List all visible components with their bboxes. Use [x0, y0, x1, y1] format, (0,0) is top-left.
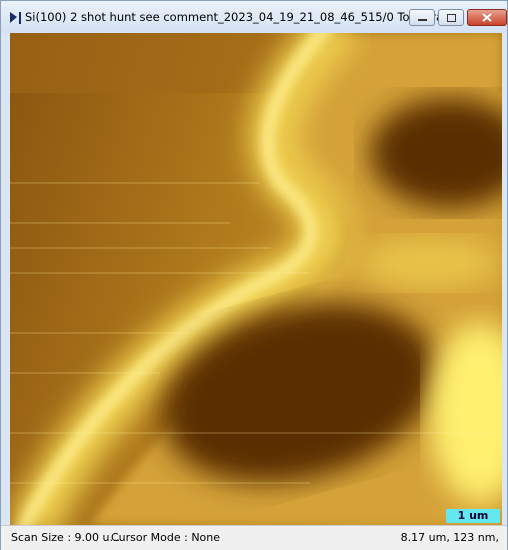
minimize-button[interactable]	[409, 9, 435, 26]
window-icon	[10, 12, 21, 24]
status-bar: Scan Size : 9.00 u... Cursor Mode : None…	[1, 525, 507, 550]
scale-bar: 1 um	[446, 509, 500, 523]
maximize-button[interactable]	[438, 9, 464, 26]
topography-image	[10, 33, 502, 525]
cursor-mode: Cursor Mode : None	[111, 531, 221, 544]
close-button[interactable]	[467, 9, 507, 26]
scan-size: Scan Size : 9.00 u...	[11, 531, 120, 544]
title-bar: Si(100) 2 shot hunt see comment_2023_04_…	[1, 1, 507, 33]
cursor-position: 8.17 um, 123 nm,	[400, 531, 499, 544]
window-title: Si(100) 2 shot hunt see comment_2023_04_…	[25, 10, 465, 24]
